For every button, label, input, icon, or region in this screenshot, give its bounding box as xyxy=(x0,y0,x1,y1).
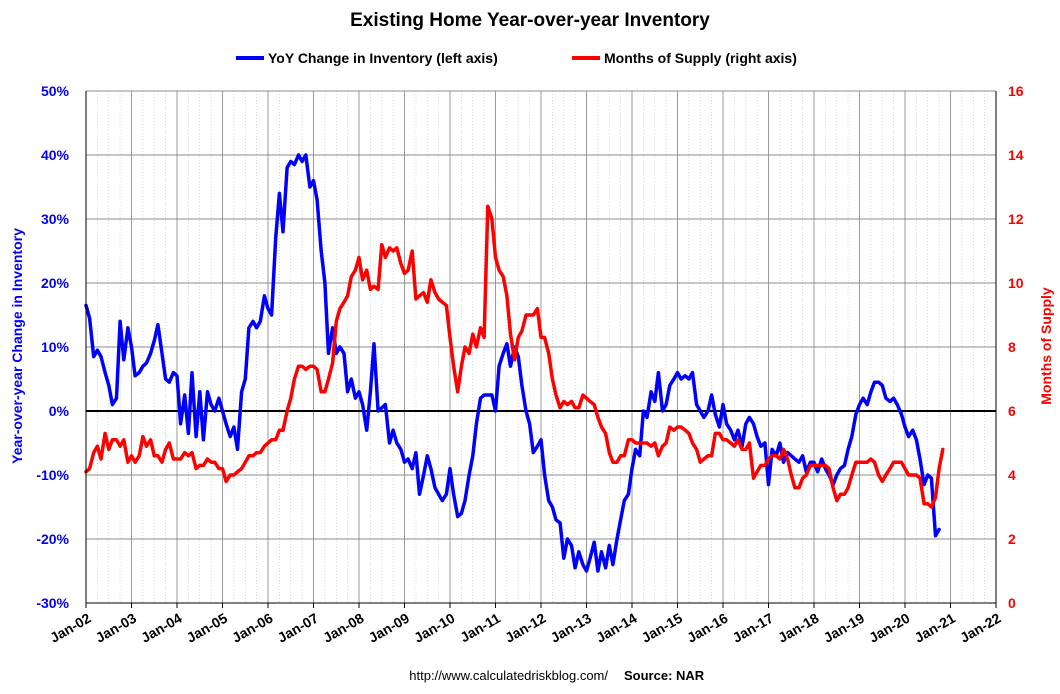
x-tick-label: Jan-20 xyxy=(866,610,913,646)
x-tick-label: Jan-05 xyxy=(184,610,231,646)
x-tick-label: Jan-22 xyxy=(957,610,1004,646)
x-tick-label: Jan-19 xyxy=(821,610,868,646)
y-tick-left-label: 40% xyxy=(41,147,70,163)
axes xyxy=(85,91,997,608)
x-tick-label: Jan-02 xyxy=(47,610,94,646)
y-tick-left-label: 10% xyxy=(41,339,70,355)
y-tick-right-label: 16 xyxy=(1008,83,1024,99)
chart-title: Existing Home Year-over-year Inventory xyxy=(350,10,710,31)
series-line-yoy-inventory xyxy=(84,153,941,573)
series-line-months-of-supply xyxy=(84,204,945,509)
y-tick-right-label: 2 xyxy=(1008,531,1016,547)
series-layer xyxy=(84,153,945,573)
x-tick-label: Jan-21 xyxy=(912,610,959,646)
x-tick-label: Jan-14 xyxy=(593,610,640,646)
x-tick-label: Jan-09 xyxy=(366,610,413,646)
x-tick-label: Jan-04 xyxy=(138,610,185,646)
x-tick-label: Jan-11 xyxy=(457,610,503,646)
x-tick-label: Jan-12 xyxy=(502,610,549,646)
x-tick-label: Jan-16 xyxy=(684,610,731,646)
y-tick-left-label: 50% xyxy=(41,83,70,99)
y-tick-right-label: 4 xyxy=(1008,467,1016,483)
footer-url: http://www.calculatedriskblog.com/ xyxy=(409,668,608,683)
tick-labels: -30% -20% -10% 0% 10% 20% 30% 40% 50% 0 2 4 6 8 10 12 14… xyxy=(36,83,1023,646)
y-tick-left-label: -20% xyxy=(36,531,69,547)
y-tick-left-label: -10% xyxy=(36,467,69,483)
x-tick-label: Jan-17 xyxy=(730,610,777,646)
x-tick-label: Jan-13 xyxy=(548,610,595,646)
grid xyxy=(86,90,996,604)
y-tick-right-label: 6 xyxy=(1008,403,1016,419)
legend-label-supply: Months of Supply (right axis) xyxy=(604,50,797,66)
legend: YoY Change in Inventory (left axis) Mont… xyxy=(236,50,797,66)
y-tick-right-label: 0 xyxy=(1008,595,1016,611)
y-tick-left-label: 30% xyxy=(41,211,70,227)
x-tick-label: Jan-07 xyxy=(275,610,322,646)
x-tick-label: Jan-06 xyxy=(229,610,276,646)
y-tick-right-label: 12 xyxy=(1008,211,1024,227)
y-tick-right-label: 10 xyxy=(1008,275,1024,291)
y-tick-left-label: 0% xyxy=(49,403,70,419)
x-tick-label: Jan-08 xyxy=(320,610,367,646)
x-tick-label: Jan-03 xyxy=(93,610,140,646)
y-tick-right-label: 14 xyxy=(1008,147,1024,163)
x-tick-label: Jan-18 xyxy=(775,610,822,646)
y-axis-right-label: Months of Supply xyxy=(1038,287,1054,405)
y-tick-left-label: -30% xyxy=(36,595,69,611)
legend-label-yoy: YoY Change in Inventory (left axis) xyxy=(268,50,498,66)
footer-source: Source: NAR xyxy=(624,668,705,683)
y-axis-left-label: Year-over-year Change in Inventory xyxy=(9,228,25,464)
y-tick-left-label: 20% xyxy=(41,275,70,291)
y-tick-right-label: 8 xyxy=(1008,339,1016,355)
x-tick-label: Jan-15 xyxy=(639,610,686,646)
x-tick-label: Jan-10 xyxy=(411,610,458,646)
